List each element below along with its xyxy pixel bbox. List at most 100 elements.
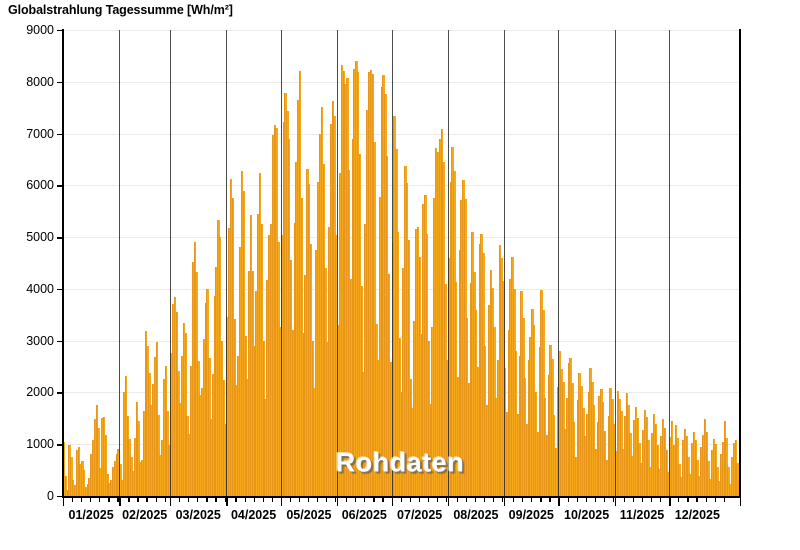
bar: [133, 438, 137, 496]
bar: [373, 141, 376, 496]
bar: [598, 395, 601, 496]
month-separator: [280, 30, 282, 496]
x-axis-minor-tick: [317, 497, 319, 502]
month-separator: [391, 30, 393, 496]
bar: [683, 428, 687, 496]
bar: [122, 392, 126, 496]
bar: [257, 214, 260, 496]
x-axis-tick-label: 06/2025: [341, 508, 387, 522]
bar: [70, 456, 73, 496]
bar: [734, 440, 737, 496]
bar: [113, 460, 117, 496]
bar: [534, 392, 538, 496]
bar: [413, 321, 416, 496]
bar: [389, 362, 393, 496]
x-axis-tick-label: 07/2025: [397, 508, 443, 522]
bar: [320, 106, 324, 496]
bar: [674, 424, 678, 496]
bar: [84, 486, 88, 496]
y-axis-tick-label: 0: [47, 489, 54, 503]
bar: [175, 311, 178, 496]
bar: [641, 429, 645, 496]
bar: [507, 330, 511, 496]
bar: [538, 346, 541, 496]
bar: [382, 74, 385, 496]
bar: [137, 421, 140, 496]
bar: [723, 421, 727, 496]
x-axis-minor-tick: [465, 497, 468, 502]
bar: [496, 360, 500, 496]
x-axis-major-tick: [669, 497, 671, 506]
bar: [164, 365, 168, 496]
x-axis-tick-label: 04/2025: [230, 508, 277, 522]
bar: [456, 376, 460, 496]
chart-title: Globalstrahlung Tagessumme [Wh/m²]: [8, 3, 233, 17]
bar: [690, 443, 694, 496]
bar: [222, 379, 226, 496]
month-separator: [119, 30, 121, 496]
x-axis-minor-tick: [164, 497, 166, 502]
bar: [636, 418, 639, 496]
x-axis-major-tick: [740, 497, 742, 506]
bar: [478, 244, 482, 496]
month-separator: [170, 30, 172, 496]
x-axis-minor-tick: [567, 497, 569, 502]
bar: [426, 234, 429, 496]
bar: [190, 365, 193, 496]
bar: [661, 419, 665, 496]
x-axis-major-tick: [504, 497, 506, 506]
bar: [509, 278, 512, 496]
bar: [571, 383, 574, 496]
month-separator: [669, 30, 671, 496]
bar: [505, 412, 509, 496]
bar: [184, 333, 187, 496]
bar: [340, 64, 344, 496]
bar: [554, 448, 558, 496]
x-axis-minor-tick: [623, 497, 626, 502]
bar: [347, 169, 351, 496]
bar: [736, 462, 739, 496]
bar: [716, 467, 719, 496]
bar: [705, 431, 708, 496]
bar: [451, 147, 454, 496]
bar: [251, 271, 255, 496]
x-axis-minor-tick: [585, 497, 587, 502]
x-axis-minor-tick: [456, 497, 459, 502]
bar: [366, 109, 369, 496]
plot-area: [63, 30, 740, 496]
bar: [449, 182, 452, 496]
bar: [464, 198, 467, 496]
x-axis-minor-tick: [418, 497, 420, 502]
bar: [514, 351, 518, 496]
month-separator: [558, 30, 560, 496]
bar: [692, 431, 696, 496]
x-axis-minor-tick: [108, 497, 110, 502]
bar: [142, 410, 146, 496]
x-axis-minor-tick: [137, 497, 139, 502]
bar: [551, 359, 554, 496]
bar: [525, 423, 529, 496]
x-axis-minor-tick: [723, 497, 725, 502]
x-axis-minor-tick: [224, 497, 226, 502]
bar: [475, 309, 478, 496]
x-axis-tick-label: 10/2025: [564, 508, 610, 522]
bar: [248, 270, 251, 496]
bar: [701, 434, 705, 496]
bar: [489, 270, 492, 496]
y-axis-tick-label: 7000: [26, 126, 54, 141]
bar: [166, 411, 169, 496]
bar: [480, 234, 483, 496]
bar: [362, 371, 365, 496]
bar: [338, 172, 342, 496]
bar: [92, 440, 95, 496]
bar: [465, 317, 469, 496]
bar: [182, 322, 186, 496]
bar: [115, 453, 119, 496]
bar: [592, 404, 596, 496]
bar: [308, 184, 311, 496]
bar: [95, 404, 99, 496]
bar: [494, 397, 498, 496]
x-axis-tick-label: 11/2025: [619, 508, 665, 522]
x-axis-minor-tick: [326, 497, 328, 502]
